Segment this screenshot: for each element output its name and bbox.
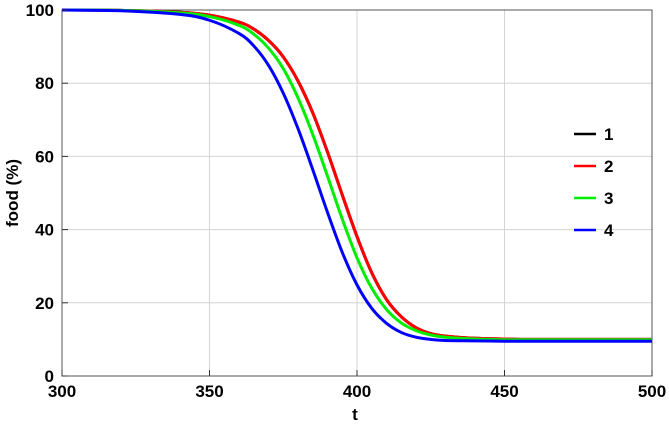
y-tick-label: 100 bbox=[26, 1, 54, 20]
y-axis-ticks: 0 20 40 60 80 100 bbox=[26, 1, 68, 386]
x-tick-label: 500 bbox=[638, 382, 666, 401]
legend-label-2: 2 bbox=[604, 157, 613, 176]
series-line-4 bbox=[61, 8, 652, 343]
x-tick-label: 450 bbox=[490, 382, 518, 401]
y-tick-label: 0 bbox=[45, 367, 54, 386]
x-tick-label: 350 bbox=[195, 382, 223, 401]
y-tick-label: 20 bbox=[35, 294, 54, 313]
x-tick-label: 400 bbox=[343, 382, 371, 401]
y-axis-title: food (%) bbox=[3, 159, 22, 227]
y-tick-label: 60 bbox=[35, 147, 54, 166]
legend-label-1: 1 bbox=[604, 125, 613, 144]
x-tick-label: 300 bbox=[48, 382, 76, 401]
grid bbox=[61, 9, 653, 377]
legend-label-3: 3 bbox=[604, 189, 613, 208]
x-axis-ticks: 300 350 400 450 500 bbox=[48, 370, 666, 401]
y-tick-label: 40 bbox=[35, 221, 54, 240]
legend: 1 2 3 4 bbox=[574, 125, 614, 240]
series-line-3 bbox=[61, 8, 652, 342]
y-tick-label: 80 bbox=[35, 74, 54, 93]
series-lines bbox=[61, 8, 652, 343]
x-axis-title: t bbox=[352, 405, 358, 424]
legend-label-4: 4 bbox=[604, 221, 614, 240]
